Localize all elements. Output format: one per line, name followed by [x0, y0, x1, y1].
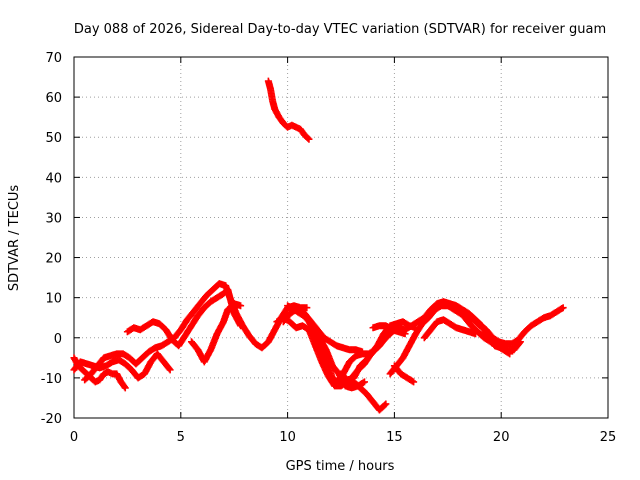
data-point [359, 379, 367, 387]
plot-frame [73, 56, 609, 419]
series-track-2 [70, 350, 174, 382]
y-tick-label: 60 [45, 91, 62, 106]
x-tick-label: 5 [177, 430, 185, 445]
y-tick-label: 40 [45, 171, 62, 186]
data-point [381, 401, 389, 409]
data-point [237, 322, 245, 330]
x-tick-label: 15 [386, 430, 403, 445]
data-point [506, 350, 514, 358]
plot-border [73, 56, 609, 419]
y-tick-label: 70 [45, 51, 62, 66]
series-track-12 [348, 318, 420, 382]
data-point [165, 365, 173, 373]
data-point [558, 304, 566, 312]
y-axis-ticks: -20 -10 0 10 20 30 40 50 60 70 [41, 51, 608, 427]
data-point [121, 384, 129, 392]
data-point [410, 378, 418, 386]
data-point [559, 304, 567, 312]
data-point [304, 134, 312, 142]
series-track-5 [187, 300, 245, 366]
y-tick-label: 20 [45, 252, 62, 267]
series-track-13 [386, 302, 567, 378]
y-tick-label: 0 [54, 332, 62, 347]
x-axis-label: GPS time / hours [286, 459, 395, 474]
series-track-17 [454, 306, 514, 358]
y-tick-label: 10 [45, 292, 62, 307]
data-point [408, 377, 416, 385]
y-tick-label: -10 [41, 372, 62, 387]
data-point [382, 400, 390, 408]
data-point [166, 366, 174, 374]
series-track-1 [70, 354, 129, 392]
series-track-14 [390, 362, 418, 386]
series-track-10 [284, 302, 368, 392]
data-point [305, 135, 313, 143]
data-point [120, 383, 128, 391]
y-tick-label: 30 [45, 211, 62, 226]
x-tick-label: 10 [279, 430, 296, 445]
data-point [358, 348, 366, 356]
data-point [360, 378, 368, 386]
series-track-6 [264, 77, 313, 143]
data-point [237, 302, 245, 310]
x-tick-label: 25 [600, 430, 617, 445]
x-axis-ticks: 0 5 10 15 20 25 [70, 57, 616, 445]
data-point [303, 304, 311, 312]
series-track-15 [369, 322, 409, 338]
chart-title: Day 088 of 2026, Sidereal Day-to-day VTE… [74, 22, 606, 37]
y-axis-label: SDTVAR / TECUs [7, 185, 22, 292]
x-tick-label: 0 [70, 430, 78, 445]
data-point [401, 330, 409, 338]
y-tick-label: 50 [45, 131, 62, 146]
y-tick-label: -20 [41, 412, 62, 427]
data-point [504, 349, 512, 357]
x-tick-label: 20 [493, 430, 510, 445]
data-series [70, 77, 567, 414]
series-track-4 [123, 286, 245, 350]
